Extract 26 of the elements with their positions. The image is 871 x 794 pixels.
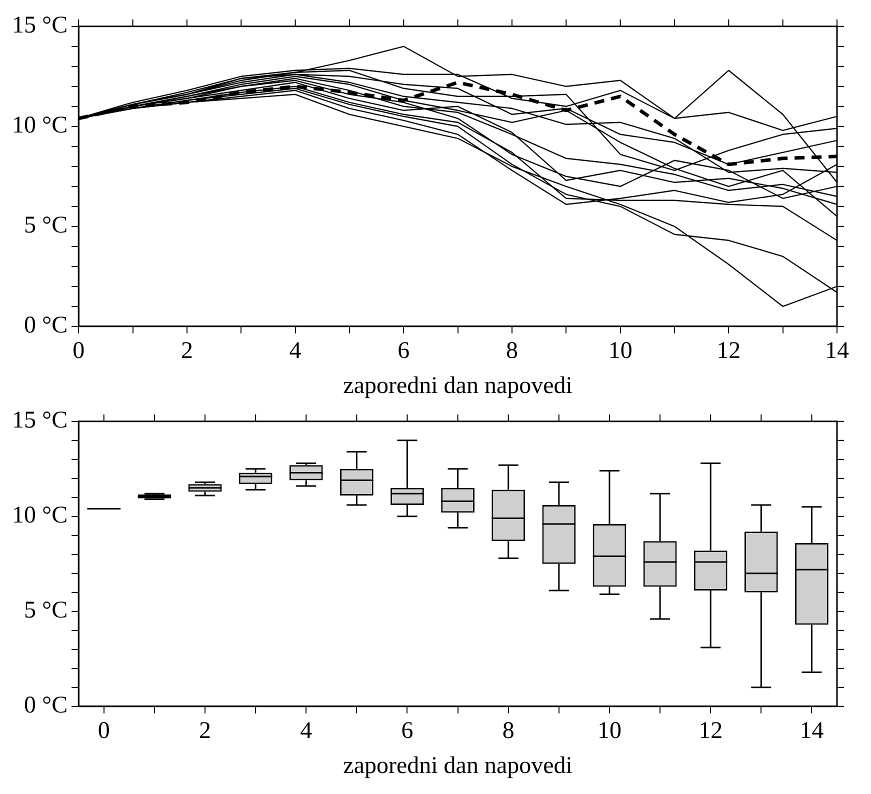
x-axis-title: zaporedni dan napovedi (343, 752, 573, 779)
x-tick-label: 0 (98, 718, 110, 744)
x-tick-label: 2 (180, 338, 193, 364)
x-tick-label: 8 (502, 718, 514, 744)
x-tick-label: 12 (698, 718, 723, 744)
x-tick-label: 10 (608, 338, 632, 364)
x-axis-title: zaporedni dan napovedi (343, 372, 573, 399)
y-tick-label: 15 °C (12, 408, 68, 434)
x-tick-label: 4 (289, 338, 302, 364)
y-tick-label: 5 °C (24, 598, 68, 624)
x-tick-label: 6 (401, 718, 414, 744)
y-tick-label: 15 °C (12, 12, 68, 39)
x-tick-label: 8 (506, 338, 518, 364)
y-tick-label: 10 °C (12, 502, 68, 529)
x-tick-label: 2 (199, 718, 212, 744)
y-tick-label: 0 °C (24, 312, 68, 339)
y-tick-label: 10 °C (12, 112, 68, 139)
x-tick-label: 14 (800, 718, 824, 744)
x-tick-label: 12 (716, 338, 741, 364)
y-tick-label: 0 °C (24, 692, 68, 719)
x-tick-label: 6 (398, 338, 410, 364)
x-tick-label: 0 (72, 338, 85, 364)
x-tick-label: 4 (300, 718, 312, 744)
x-tick-label: 10 (597, 718, 622, 744)
x-tick-label: 14 (825, 338, 849, 364)
y-tick-label: 5 °C (24, 212, 68, 239)
